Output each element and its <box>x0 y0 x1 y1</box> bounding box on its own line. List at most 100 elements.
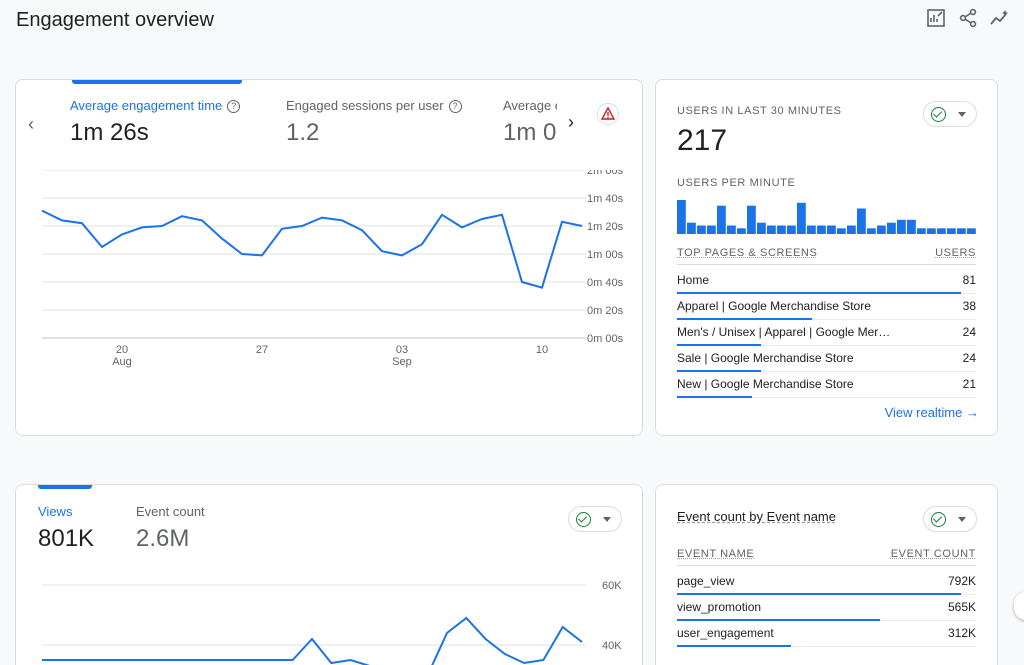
row-name: Sale | Google Merchandise Store <box>677 351 854 365</box>
chevron-down-icon <box>958 112 966 117</box>
minute-bar <box>857 208 866 234</box>
row-share-bar <box>677 619 881 621</box>
row-value: 21 <box>962 377 976 391</box>
status-check-dropdown[interactable] <box>568 506 622 532</box>
customize-report-icon[interactable] <box>926 8 946 28</box>
minute-bar <box>847 225 856 234</box>
table-row[interactable]: page_view 792K <box>677 569 976 595</box>
row-name: view_promotion <box>677 600 762 614</box>
minute-bar <box>787 225 796 234</box>
minute-bar <box>887 222 896 234</box>
arrow-right-icon: → <box>966 405 979 420</box>
realtime-users-count: 217 <box>677 124 728 157</box>
metric-label: Average e <box>503 98 557 113</box>
warning-icon[interactable] <box>597 103 619 125</box>
events-card-title[interactable]: Event count by Event name <box>677 509 836 524</box>
minute-bar <box>687 222 696 234</box>
prev-metric-arrow[interactable]: ‹ <box>28 114 34 134</box>
metric-tab-average-truncated[interactable]: Average e 1m 0 <box>503 98 557 147</box>
minute-bar <box>947 228 956 234</box>
chevron-down-icon <box>603 517 611 522</box>
minute-bar <box>867 228 876 234</box>
table-row[interactable]: Sale | Google Merchandise Store 24 <box>677 346 976 372</box>
row-name: Apparel | Google Merchandise Store <box>677 299 871 313</box>
y-tick-label: 1m 20s <box>587 221 624 233</box>
minute-bar <box>967 228 976 234</box>
table-row[interactable]: Home 81 <box>677 268 976 294</box>
page-actions <box>926 8 1010 28</box>
y-tick-label: 0m 00s <box>587 333 624 345</box>
metric-tab-engaged-sessions[interactable]: Engaged sessions per user? 1.2 <box>286 98 462 147</box>
row-share-bar <box>677 645 791 647</box>
minute-bar <box>677 200 686 234</box>
minute-bar <box>927 228 936 234</box>
y-tick-label: 0m 20s <box>587 305 624 317</box>
table-row[interactable]: view_promotion 565K <box>677 595 976 621</box>
help-icon[interactable]: ? <box>448 100 462 113</box>
minute-bar <box>707 225 716 234</box>
active-metric-indicator <box>72 80 242 84</box>
metric-tab-avg-engagement[interactable]: Average engagement time? 1m 26s <box>70 98 241 147</box>
metric-tab-event-count[interactable]: Event count 2.6M <box>136 504 205 553</box>
check-icon <box>931 107 946 122</box>
x-tick-month: Aug <box>112 356 132 368</box>
next-metric-arrow[interactable]: › <box>568 112 574 132</box>
row-value: 38 <box>962 299 976 313</box>
users-per-minute-bar-chart <box>677 200 976 234</box>
row-name: user_engagement <box>677 626 774 640</box>
metric-tab-views[interactable]: Views 801K <box>38 504 94 553</box>
minute-bar <box>877 225 886 234</box>
row-share-bar <box>677 593 962 595</box>
row-share-bar <box>677 396 752 398</box>
y-tick-label: 40K <box>602 640 622 652</box>
metric-label: Average engagement time <box>70 98 223 113</box>
minute-bar <box>937 228 946 234</box>
views-series-line <box>42 616 583 665</box>
event-count-column-header: EVENT COUNT <box>890 548 976 560</box>
row-share-bar <box>677 370 761 372</box>
row-name: Men's / Unisex | Apparel | Google Mer… <box>677 325 891 339</box>
status-check-dropdown[interactable] <box>923 506 977 532</box>
metric-value: 801K <box>38 525 95 552</box>
insights-icon[interactable] <box>990 8 1010 28</box>
row-value: 81 <box>962 273 976 287</box>
view-realtime-label: View realtime <box>884 405 963 420</box>
minute-bar <box>837 228 846 234</box>
minute-bar <box>897 219 906 234</box>
share-icon[interactable] <box>958 8 978 28</box>
table-row[interactable]: user_engagement 312K <box>677 621 976 647</box>
metric-value: 2.6M <box>136 525 190 552</box>
minute-bar <box>697 225 706 234</box>
table-row[interactable]: New | Google Merchandise Store 21 <box>677 372 976 398</box>
metric-label: Views <box>38 504 73 519</box>
minute-bar <box>907 219 916 234</box>
x-tick-day: 20 <box>116 344 128 356</box>
row-value: 24 <box>962 351 976 365</box>
event-name-column-header: EVENT NAME <box>677 548 755 560</box>
check-icon <box>931 512 946 527</box>
views-card: Views 801K Event count 2.6M 60K 40K <box>15 484 643 665</box>
help-icon[interactable]: ? <box>227 100 241 113</box>
minute-bar <box>717 205 726 234</box>
engagement-card: ‹ Average engagement time? 1m 26s Engage… <box>15 79 643 436</box>
view-realtime-link[interactable]: View realtime → <box>885 405 979 420</box>
minute-bar <box>757 222 766 234</box>
status-check-dropdown[interactable] <box>923 101 977 127</box>
minute-bar <box>827 225 836 234</box>
table-row[interactable]: Men's / Unisex | Apparel | Google Mer… 24 <box>677 320 976 346</box>
engagement-line-chart: 2m 00s 1m 40s 1m 20s 1m 00s 0m 40s 0m 20s 0m 0… <box>41 170 624 368</box>
row-name: Home <box>677 273 710 287</box>
y-tick-label: 1m 40s <box>587 193 624 205</box>
minute-bar <box>777 225 786 234</box>
table-row[interactable]: Apparel | Google Merchandise Store 38 <box>677 294 976 320</box>
realtime-header: USERS IN LAST 30 MINUTES <box>677 105 842 117</box>
minute-bar <box>797 202 806 234</box>
scroll-edge-button[interactable] <box>1014 592 1024 620</box>
row-value: 312K <box>947 626 976 640</box>
metric-value: 1.2 <box>286 119 320 146</box>
minute-bar <box>727 225 736 234</box>
minute-bar <box>747 205 756 234</box>
pages-column-header: TOP PAGES & SCREENS <box>677 247 818 259</box>
row-name: page_view <box>677 574 735 588</box>
metric-label: Engaged sessions per user <box>286 98 444 113</box>
